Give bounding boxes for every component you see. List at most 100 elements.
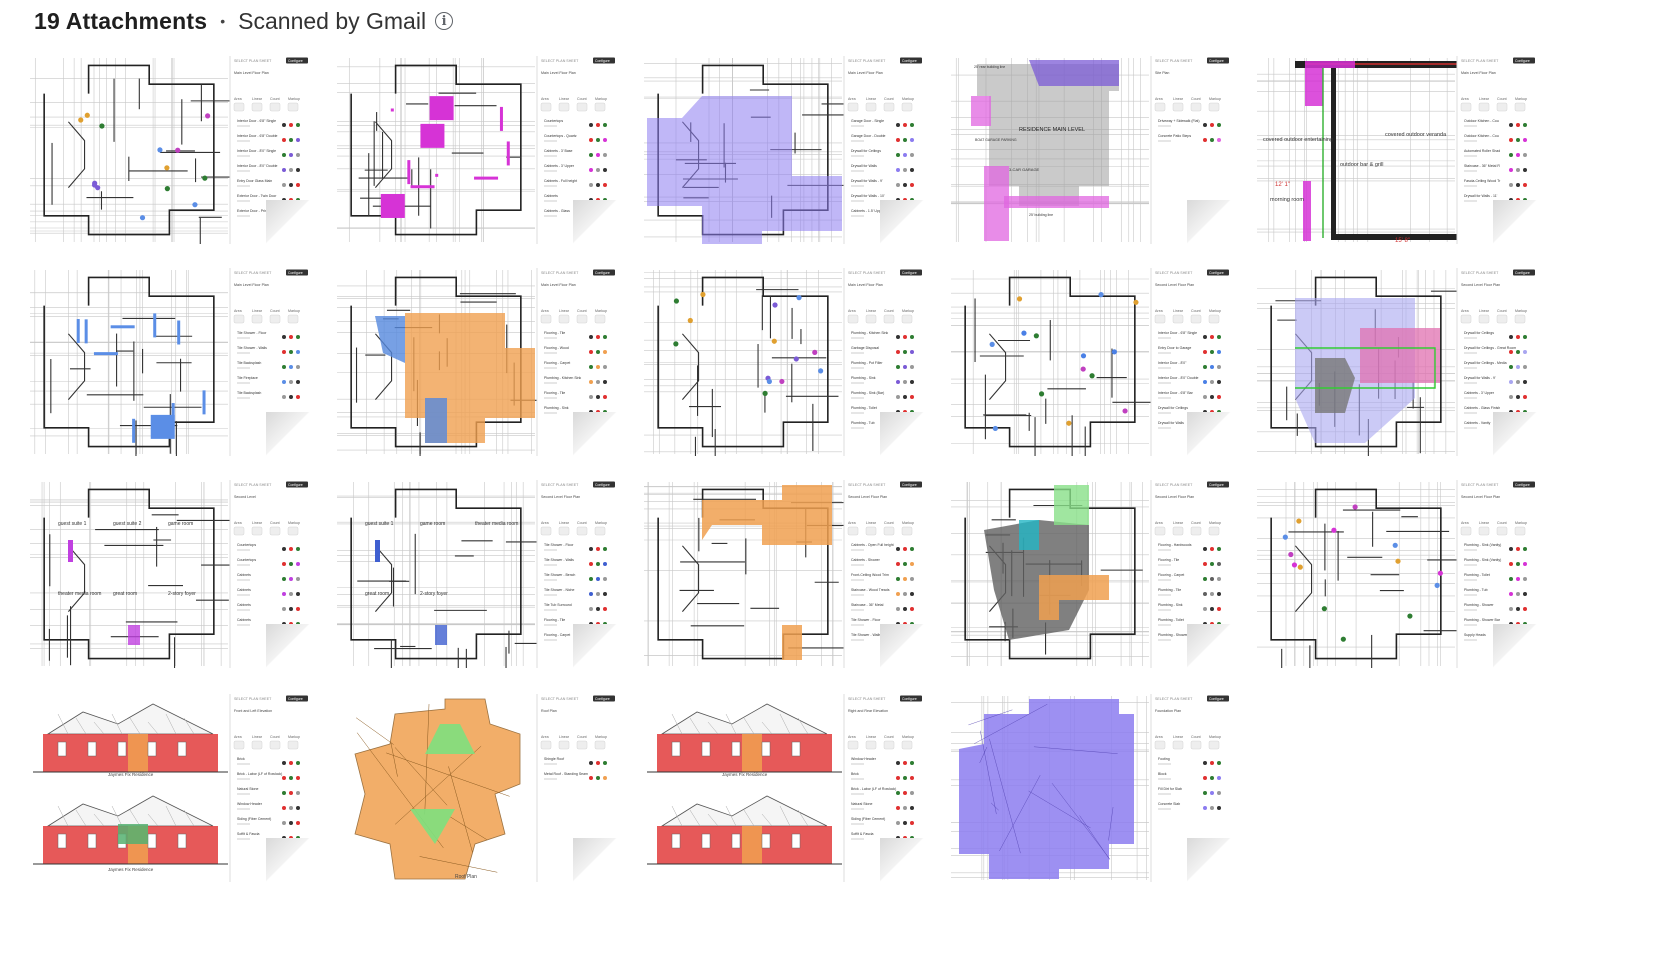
- attachment-thumbnail[interactable]: Jaymes Fix Residence Jaymes Fix Residence…: [28, 694, 310, 882]
- plan-sheet-name: Second Level Floor Plan: [1155, 283, 1194, 287]
- info-icon[interactable]: i: [435, 12, 454, 30]
- measurement-item: Plumbing - Toilet: [851, 406, 877, 410]
- attachment-thumbnail[interactable]: guest suite 1 guest suite 2 game room theat…: [28, 480, 310, 668]
- tool-label: Area: [1461, 521, 1469, 525]
- measurement-item: Tile Shower - Bench: [544, 573, 575, 577]
- page-curl-decoration: [573, 838, 617, 882]
- tool-label: Linear: [866, 309, 877, 313]
- attachment-thumbnail[interactable]: Roof Plan SELECT PLAN SHEET Configure Roof …: [335, 694, 617, 882]
- configure-button: Configure: [1515, 271, 1530, 275]
- attachment-thumbnail[interactable]: SELECT PLAN SHEET Configure Second Level F…: [642, 480, 924, 668]
- attachment-thumbnail[interactable]: guest suite 1 game room theater media room…: [335, 480, 617, 668]
- measurement-item: Countertops: [544, 119, 563, 123]
- tool-label: Count: [1191, 309, 1201, 313]
- select-plan-sheet-label: SELECT PLAN SHEET: [848, 483, 886, 487]
- tool-label: Count: [270, 97, 280, 101]
- measurement-item: Countertops - Quartz: [544, 134, 577, 138]
- measurement-item: Plumbing - Tub: [1464, 588, 1488, 592]
- page-curl-decoration: [266, 200, 310, 244]
- attachment-thumbnail[interactable]: SELECT PLAN SHEET Configure Main Level Flo…: [642, 268, 924, 456]
- configure-button: Configure: [1209, 59, 1224, 63]
- measurement-item: Drywall for Walls - 9': [851, 179, 883, 183]
- attachment-thumbnail[interactable]: RESIDENCE MAIN LEVEL 3-CAR GARAGE BOAT GAR…: [949, 56, 1231, 244]
- plan-sheet-name: Front and Left Elevation: [234, 709, 272, 713]
- measurement-item: Brick: [851, 772, 859, 776]
- measurement-item: Flooring - Tile: [544, 331, 565, 335]
- attachment-thumbnail[interactable]: SELECT PLAN SHEET Configure Second Level F…: [949, 480, 1231, 668]
- configure-button: Configure: [288, 483, 303, 487]
- measurement-item: Drywall for Ceilings: [851, 149, 881, 153]
- header-separator: •: [220, 13, 226, 29]
- measurement-item: Plumbing - Sink: [544, 406, 569, 410]
- measurement-item: Plumbing - Tile: [1158, 588, 1181, 592]
- tool-label: Markup: [288, 521, 300, 525]
- measurement-item: Plumbing - Sink (Bar): [851, 391, 884, 395]
- tool-label: Markup: [1515, 521, 1527, 525]
- measurement-item: Interior Door - 6'8" Bar: [1158, 391, 1194, 395]
- measurement-item: Soffit & Fascia: [237, 832, 260, 836]
- tool-label: Markup: [595, 309, 607, 313]
- attachment-thumbnail[interactable]: SELECT PLAN SHEET Configure Main Level Flo…: [28, 56, 310, 244]
- measurement-item: Tile Shower - Walls: [851, 633, 881, 637]
- plan-sheet-name: Roof Plan: [541, 709, 557, 713]
- measurement-item: Fascia-Ceiling Wood Tr: [1464, 179, 1501, 183]
- page-curl-decoration: [266, 838, 310, 882]
- tool-label: Markup: [288, 309, 300, 313]
- attachment-thumbnail[interactable]: Jaymes Fix Residence SELECT PLAN SHEET Con…: [642, 694, 924, 882]
- detail-label: morning room: [1270, 197, 1304, 203]
- tool-label: Count: [577, 735, 587, 739]
- tool-label: Markup: [1515, 309, 1527, 313]
- measurement-item: Entry Door Glass Main: [237, 179, 272, 183]
- measurement-item: Cabinets - 3' Upper: [544, 164, 575, 168]
- measurement-item: Flooring - Carpet: [1158, 573, 1184, 577]
- plan-sheet-name: Second Level Floor Plan: [848, 495, 887, 499]
- plan-sheet-name: Main Level Floor Plan: [848, 283, 883, 287]
- measurement-item: Outdoor Kitchen - Cou: [1464, 119, 1499, 123]
- tool-label: Markup: [902, 97, 914, 101]
- attachment-thumbnail[interactable]: covered outdoor entertaining covered outd…: [1255, 56, 1537, 244]
- tool-label: Markup: [1209, 735, 1221, 739]
- attachment-thumbnail[interactable]: SELECT PLAN SHEET Configure Main Level Flo…: [642, 56, 924, 244]
- tool-label: Linear: [1173, 521, 1184, 525]
- select-plan-sheet-label: SELECT PLAN SHEET: [541, 697, 579, 701]
- dimension-label: 12' 1": [1275, 182, 1290, 188]
- page-curl-decoration: [880, 200, 924, 244]
- measurement-item: Brick - Labor (LF of Rowlock): [237, 772, 282, 776]
- tool-label: Count: [577, 97, 587, 101]
- attachment-thumbnail[interactable]: SELECT PLAN SHEET Configure Second Level F…: [949, 268, 1231, 456]
- tool-label: Count: [884, 309, 894, 313]
- attachment-thumbnail[interactable]: SELECT PLAN SHEET Configure Main Level Flo…: [335, 56, 617, 244]
- page-curl-decoration: [573, 624, 617, 668]
- measurement-item: Natural Stone: [851, 802, 872, 806]
- room-label: game room: [168, 521, 193, 527]
- tool-label: Linear: [252, 735, 263, 739]
- page-curl-decoration: [880, 412, 924, 456]
- tool-label: Area: [234, 735, 242, 739]
- room-label: 2-story foyer: [168, 591, 196, 597]
- measurement-item: Siding (Fiber Cement): [851, 817, 885, 821]
- measurement-item: Staircase - Wood Treads: [851, 588, 890, 592]
- measurement-item: Interior Door - 6'8" Single: [237, 119, 276, 123]
- tool-label: Count: [270, 309, 280, 313]
- tool-label: Area: [234, 309, 242, 313]
- tool-label: Area: [541, 521, 549, 525]
- configure-button: Configure: [595, 483, 610, 487]
- site-label: RESIDENCE MAIN LEVEL: [1019, 127, 1085, 133]
- plan-sheet-preview: SELECT PLAN SHEET Configure Second Level F…: [949, 268, 1231, 456]
- measurement-item: Drywall for Walls - 11': [1464, 194, 1498, 198]
- attachment-thumbnail[interactable]: SELECT PLAN SHEET Configure Second Level F…: [1255, 480, 1537, 668]
- attachment-thumbnail[interactable]: SELECT PLAN SHEET Configure Second Level F…: [1255, 268, 1537, 456]
- tool-label: Markup: [288, 735, 300, 739]
- plan-sheet-preview: SELECT PLAN SHEET Configure Second Level F…: [642, 480, 924, 668]
- measurement-item: Cabinets - Shower: [851, 558, 881, 562]
- plan-sheet-preview: SELECT PLAN SHEET Configure Second Level F…: [1255, 268, 1537, 456]
- tool-label: Linear: [559, 521, 570, 525]
- measurement-item: Garage Door - Single: [851, 119, 884, 123]
- measurement-item: Countertops: [237, 543, 256, 547]
- tool-label: Area: [1155, 735, 1163, 739]
- attachment-thumbnail[interactable]: SELECT PLAN SHEET Configure Main Level Flo…: [335, 268, 617, 456]
- attachment-thumbnail[interactable]: SELECT PLAN SHEET Configure Main Level Flo…: [28, 268, 310, 456]
- attachment-thumbnail[interactable]: SELECT PLAN SHEET Configure Foundation Pla…: [949, 694, 1231, 882]
- measurement-item: Cabinets - 3' Base: [544, 149, 573, 153]
- page-curl-decoration: [880, 838, 924, 882]
